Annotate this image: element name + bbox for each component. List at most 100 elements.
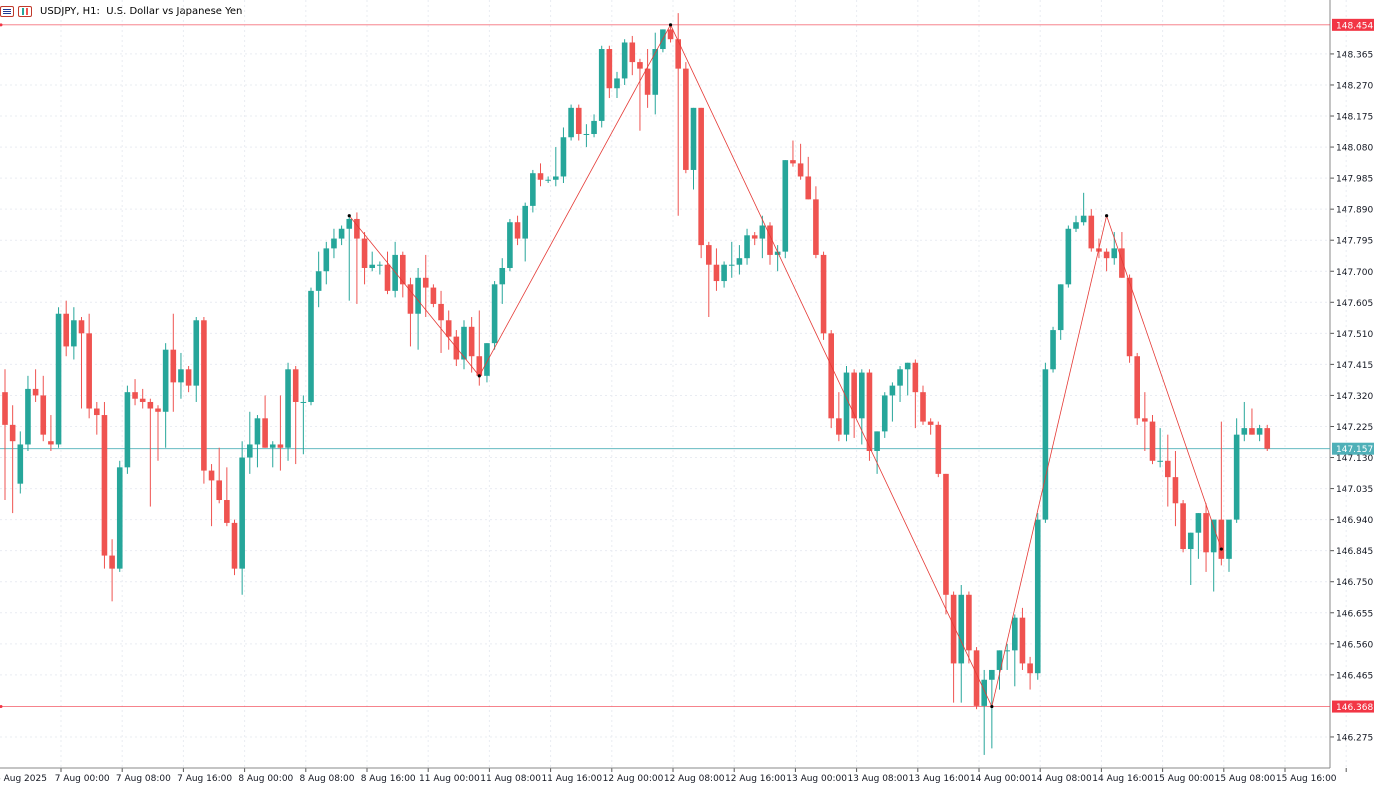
candle-bear[interactable] bbox=[797, 163, 804, 177]
candle-bull[interactable] bbox=[736, 258, 743, 265]
candle-bear[interactable] bbox=[78, 320, 85, 334]
candle-bear[interactable] bbox=[966, 594, 972, 651]
candle-bull[interactable] bbox=[1187, 532, 1194, 550]
candle-bull[interactable] bbox=[721, 264, 727, 282]
candle-bear[interactable] bbox=[354, 218, 360, 239]
candle-bull[interactable] bbox=[162, 349, 169, 412]
candle-bull[interactable] bbox=[553, 176, 559, 180]
candle-bear[interactable] bbox=[384, 264, 391, 291]
candle-bull[interactable] bbox=[744, 235, 750, 259]
candle-bull[interactable] bbox=[461, 326, 467, 360]
candle-bear[interactable] bbox=[2, 392, 8, 425]
candle-bear[interactable] bbox=[920, 392, 926, 422]
candle-bear[interactable] bbox=[86, 333, 92, 409]
candle-bear[interactable] bbox=[407, 284, 414, 314]
candle-bear[interactable] bbox=[1149, 421, 1156, 461]
candle-bull[interactable] bbox=[1210, 519, 1217, 553]
candle-bear[interactable] bbox=[224, 500, 230, 523]
candle-bull[interactable] bbox=[1065, 228, 1072, 285]
candle-bear[interactable] bbox=[94, 408, 100, 416]
candle-bear[interactable] bbox=[820, 254, 827, 334]
candle-bull[interactable] bbox=[239, 457, 245, 569]
candle-bull[interactable] bbox=[269, 444, 276, 448]
candle-bear[interactable] bbox=[514, 222, 521, 239]
candle-bear[interactable] bbox=[683, 68, 689, 170]
candle-bear[interactable] bbox=[644, 68, 651, 95]
candle-bull[interactable] bbox=[591, 120, 597, 134]
candle-bear[interactable] bbox=[1019, 617, 1026, 664]
candle-bear[interactable] bbox=[973, 650, 980, 706]
candle-bull[interactable] bbox=[193, 320, 200, 386]
candle-bear[interactable] bbox=[943, 473, 949, 595]
candle-bear[interactable] bbox=[430, 287, 437, 304]
candle-bull[interactable] bbox=[247, 444, 253, 458]
candle-bear[interactable] bbox=[132, 392, 138, 399]
candle-bear[interactable] bbox=[277, 444, 284, 448]
candle-bear[interactable] bbox=[866, 372, 873, 451]
candle-bear[interactable] bbox=[1126, 277, 1133, 357]
candle-bull[interactable] bbox=[1034, 519, 1041, 674]
candle-bull[interactable] bbox=[1241, 428, 1248, 435]
candle-bear[interactable] bbox=[1180, 503, 1186, 550]
candle-bull[interactable] bbox=[1157, 460, 1163, 462]
candle-bull[interactable] bbox=[25, 388, 31, 445]
candle-bear[interactable] bbox=[629, 42, 636, 63]
candle-bear[interactable] bbox=[468, 326, 475, 357]
candle-bear[interactable] bbox=[537, 173, 544, 180]
candle-bear[interactable] bbox=[912, 362, 919, 393]
candle-bull[interactable] bbox=[1057, 284, 1064, 331]
candle-bear[interactable] bbox=[790, 160, 796, 164]
candle-bear[interactable] bbox=[170, 349, 177, 383]
candle-bear[interactable] bbox=[927, 421, 934, 425]
candle-bull[interactable] bbox=[1111, 248, 1118, 259]
candle-bear[interactable] bbox=[606, 49, 613, 89]
candle-bull[interactable] bbox=[889, 385, 896, 396]
candle-bear[interactable] bbox=[767, 225, 773, 255]
candle-bear[interactable] bbox=[1088, 215, 1095, 249]
zigzag-point[interactable] bbox=[347, 214, 351, 218]
candle-bull[interactable] bbox=[652, 49, 659, 95]
candle-bear[interactable] bbox=[1203, 513, 1209, 553]
candle-bear[interactable] bbox=[1027, 663, 1033, 674]
candle-bear[interactable] bbox=[698, 107, 704, 246]
candle-bull[interactable] bbox=[759, 225, 766, 239]
candle-bull[interactable] bbox=[369, 264, 375, 268]
candle-bull[interactable] bbox=[392, 254, 398, 291]
zigzag-point[interactable] bbox=[668, 23, 673, 27]
candle-bull[interactable] bbox=[491, 284, 498, 344]
candle-bull[interactable] bbox=[116, 467, 123, 569]
candle-bull[interactable] bbox=[1256, 428, 1263, 435]
candle-bear[interactable] bbox=[637, 62, 643, 69]
candle-bear[interactable] bbox=[836, 418, 842, 435]
candle-bear[interactable] bbox=[400, 254, 406, 285]
candle-bull[interactable] bbox=[774, 251, 781, 255]
horizontal-level-anchor[interactable] bbox=[0, 23, 3, 27]
candle-bull[interactable] bbox=[1233, 434, 1240, 520]
candle-bear[interactable] bbox=[147, 401, 154, 409]
candle-bull[interactable] bbox=[583, 133, 590, 135]
candle-bull[interactable] bbox=[545, 179, 551, 181]
zigzag-point[interactable] bbox=[990, 704, 994, 709]
candle-bull[interactable] bbox=[881, 395, 888, 432]
candle-bull[interactable] bbox=[904, 362, 911, 370]
candle-bull[interactable] bbox=[71, 320, 77, 347]
candle-bear[interactable] bbox=[40, 395, 47, 435]
candle-bear[interactable] bbox=[476, 356, 483, 376]
candle-bear[interactable] bbox=[1134, 356, 1140, 419]
candle-bull[interactable] bbox=[621, 42, 628, 79]
candle-bull[interactable] bbox=[690, 107, 697, 170]
candle-bear[interactable] bbox=[231, 522, 238, 569]
candle-bull[interactable] bbox=[1012, 617, 1018, 651]
candle-bull[interactable] bbox=[346, 218, 353, 229]
candle-bull[interactable] bbox=[598, 49, 605, 121]
zigzag-point[interactable] bbox=[477, 374, 481, 378]
candle-bear[interactable] bbox=[1119, 248, 1125, 278]
candle-bear[interactable] bbox=[422, 277, 429, 288]
candle-bull[interactable] bbox=[1080, 215, 1087, 223]
candle-bear[interactable] bbox=[109, 555, 115, 569]
candle-bull[interactable] bbox=[484, 343, 490, 376]
candle-bull[interactable] bbox=[958, 594, 965, 664]
candle-bull[interactable] bbox=[331, 238, 337, 249]
